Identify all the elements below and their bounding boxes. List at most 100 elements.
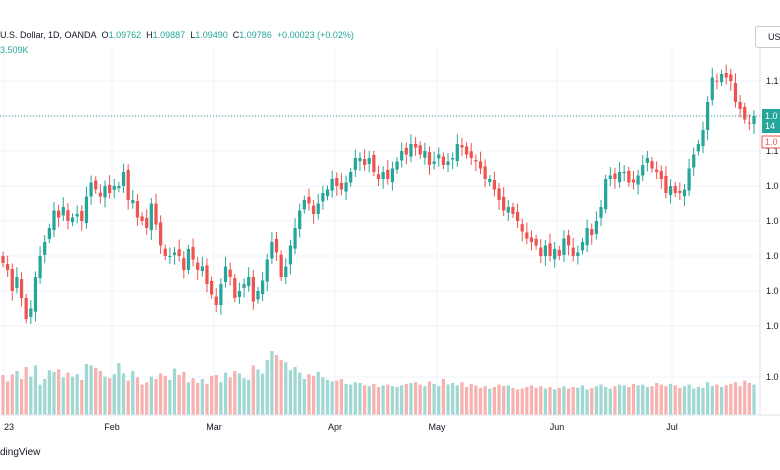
candle-body[interactable] [33, 277, 38, 312]
candle-body[interactable] [270, 242, 274, 259]
candle-body[interactable] [539, 247, 543, 256]
candle-body[interactable] [47, 228, 51, 239]
candle-body[interactable] [242, 284, 246, 288]
candle-body[interactable] [205, 265, 209, 284]
candle-body[interactable] [580, 242, 585, 251]
candle-body[interactable] [553, 249, 557, 260]
candle-body[interactable] [98, 192, 102, 197]
candle-body[interactable] [571, 247, 575, 256]
candle-body[interactable] [344, 182, 348, 192]
candle-body[interactable] [520, 224, 524, 232]
candle-body[interactable] [650, 161, 654, 169]
candle-body[interactable] [214, 296, 218, 305]
candle-body[interactable] [418, 145, 422, 155]
candle-body[interactable] [330, 179, 334, 191]
candle-body[interactable] [511, 207, 515, 214]
candle-body[interactable] [548, 243, 552, 256]
candle-body[interactable] [474, 160, 478, 162]
candle-body[interactable] [349, 172, 353, 183]
candle-body[interactable] [743, 106, 747, 120]
candle-body[interactable] [38, 256, 42, 279]
candle-body[interactable] [525, 232, 529, 239]
candle-body[interactable] [279, 254, 283, 277]
candle-body[interactable] [701, 130, 705, 147]
candle-body[interactable] [112, 186, 116, 190]
candle-body[interactable] [413, 144, 418, 148]
candle-body[interactable] [641, 165, 645, 176]
candle-body[interactable] [594, 221, 599, 234]
candle-body[interactable] [483, 166, 487, 179]
candle-body[interactable] [529, 237, 534, 242]
candle-body[interactable] [219, 284, 223, 305]
candle-body[interactable] [488, 179, 492, 183]
candle-body[interactable] [172, 252, 177, 255]
candle-body[interactable] [432, 161, 436, 164]
candle-body[interactable] [168, 256, 172, 258]
candle-body[interactable] [163, 248, 167, 256]
candle-body[interactable] [506, 207, 510, 213]
candle-body[interactable] [311, 205, 316, 214]
candle-body[interactable] [566, 235, 571, 246]
candle-body[interactable] [460, 145, 464, 148]
candle-body[interactable] [265, 259, 269, 282]
candle-body[interactable] [70, 217, 75, 223]
candle-body[interactable] [131, 200, 135, 204]
candle-body[interactable] [585, 228, 589, 246]
candle-body[interactable] [75, 214, 79, 217]
candle-body[interactable] [367, 158, 371, 164]
candle-body[interactable] [84, 196, 89, 224]
candle-body[interactable] [200, 266, 204, 272]
candle-body[interactable] [673, 186, 677, 193]
candle-body[interactable] [177, 249, 181, 256]
candle-body[interactable] [372, 154, 376, 172]
candle-body[interactable] [478, 161, 483, 169]
candle-body[interactable] [627, 170, 631, 183]
candle-body[interactable] [57, 210, 61, 218]
candle-body[interactable] [655, 169, 659, 172]
candle-body[interactable] [376, 174, 381, 179]
candle-body[interactable] [604, 179, 608, 210]
candle-body[interactable] [307, 196, 311, 204]
candle-body[interactable] [515, 211, 520, 221]
candle-body[interactable] [209, 280, 214, 295]
candle-body[interactable] [182, 258, 186, 270]
price-axis[interactable] [760, 0, 780, 470]
candle-body[interactable] [631, 179, 636, 183]
candle-body[interactable] [696, 144, 700, 152]
candle-body[interactable] [608, 175, 612, 180]
candle-body[interactable] [668, 186, 673, 196]
candle-body[interactable] [678, 190, 682, 193]
candle-body[interactable] [223, 266, 228, 282]
candle-body[interactable] [135, 201, 140, 218]
candle-body[interactable] [576, 252, 580, 257]
candle-body[interactable] [145, 217, 149, 228]
candle-body[interactable] [103, 186, 107, 198]
candle-body[interactable] [423, 151, 427, 158]
candle-body[interactable] [543, 245, 548, 257]
candle-body[interactable] [729, 74, 733, 81]
candle-body[interactable] [154, 203, 158, 225]
candle-body[interactable] [562, 238, 566, 255]
candle-body[interactable] [94, 180, 98, 190]
candle-body[interactable] [455, 144, 459, 162]
candle-body[interactable] [140, 216, 144, 221]
candle-body[interactable] [121, 172, 126, 186]
candle-body[interactable] [293, 228, 297, 249]
candle-body[interactable] [6, 264, 10, 270]
candle-body[interactable] [10, 268, 14, 291]
candle-body[interactable] [427, 152, 432, 165]
candle-body[interactable] [733, 83, 738, 102]
candle-body[interactable] [335, 177, 339, 186]
candle-body[interactable] [441, 156, 446, 165]
candle-body[interactable] [692, 154, 696, 168]
candle-body[interactable] [404, 147, 408, 155]
candle-body[interactable] [284, 266, 288, 278]
candle-body[interactable] [437, 154, 441, 159]
candle-body[interactable] [469, 151, 473, 158]
candle-body[interactable] [446, 161, 450, 166]
candle-body[interactable] [237, 291, 242, 297]
candle-body[interactable] [599, 207, 603, 218]
candle-body[interactable] [557, 250, 561, 256]
candle-body[interactable] [321, 193, 325, 202]
